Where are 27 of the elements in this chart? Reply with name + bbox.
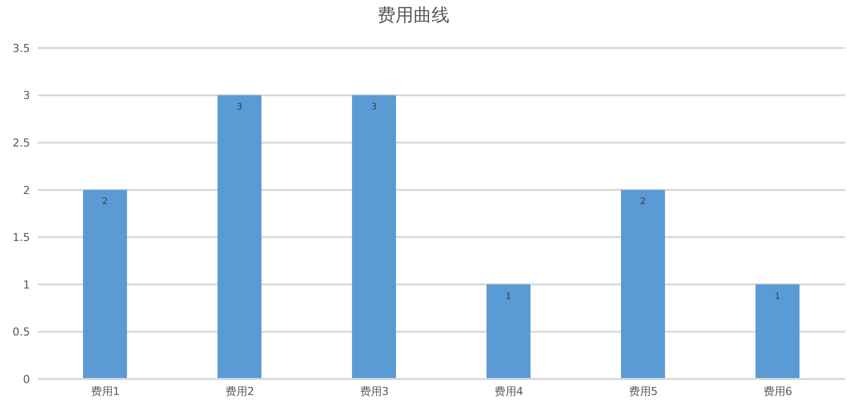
y-tick-label: 1.5 xyxy=(12,231,30,244)
bar xyxy=(83,190,127,379)
x-tick-label: 费用1 xyxy=(90,384,120,398)
data-label: 2 xyxy=(102,197,108,208)
y-tick-label: 0 xyxy=(23,372,30,386)
y-tick-label: 1 xyxy=(23,278,30,292)
y-tick-label: 3.5 xyxy=(12,42,30,55)
bar xyxy=(352,95,396,379)
bar xyxy=(621,190,665,379)
y-tick-label: 2.5 xyxy=(12,136,30,150)
x-tick-label: 费用6 xyxy=(763,384,792,398)
y-tick-label: 2 xyxy=(23,184,30,197)
x-tick-label: 费用2 xyxy=(225,384,254,398)
chart-title: 费用曲线 xyxy=(376,5,450,27)
data-label: 1 xyxy=(506,292,512,302)
x-tick-label: 费用4 xyxy=(494,384,524,398)
data-label: 3 xyxy=(371,102,377,113)
bar xyxy=(218,95,262,379)
data-label: 3 xyxy=(236,102,242,113)
x-tick-label: 费用5 xyxy=(628,384,658,398)
bar xyxy=(756,284,800,379)
bar xyxy=(486,284,530,379)
x-tick-label: 费用3 xyxy=(360,384,389,398)
y-tick-label: 0.5 xyxy=(12,326,30,339)
data-label: 2 xyxy=(640,197,646,208)
y-tick-label: 3 xyxy=(23,89,30,102)
data-label: 1 xyxy=(774,292,780,302)
